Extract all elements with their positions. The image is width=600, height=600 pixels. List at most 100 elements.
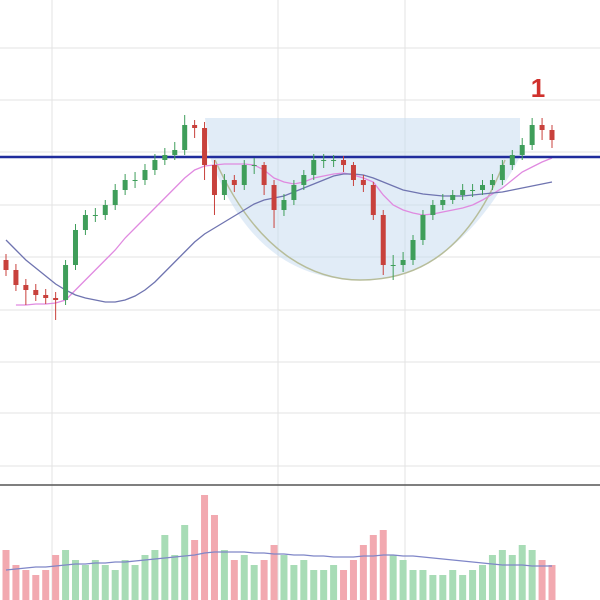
volume-bar	[518, 545, 526, 600]
volume-bar	[201, 495, 209, 600]
volume-bar	[71, 560, 79, 600]
candle-body	[450, 195, 456, 200]
volume-bar	[220, 550, 228, 600]
candle-body	[23, 285, 29, 290]
candle-body	[43, 295, 49, 298]
candle-body	[460, 190, 466, 195]
candle-body	[152, 160, 158, 170]
candle-body	[489, 180, 495, 185]
candle-body	[142, 170, 148, 180]
candle-body	[360, 180, 366, 185]
moving-average	[5, 173, 553, 303]
annotation: 1	[531, 73, 545, 103]
candle-body	[519, 145, 525, 155]
volume-bar	[369, 535, 377, 600]
volume-bar	[379, 530, 387, 600]
candle-body	[390, 265, 396, 266]
volume-bar	[439, 575, 447, 600]
candle-body	[221, 180, 227, 195]
candle-body	[341, 160, 347, 165]
candle-body	[321, 160, 327, 161]
volume-bar	[310, 570, 318, 600]
volume-bar	[250, 565, 258, 600]
candle-body	[112, 190, 118, 205]
candle-body	[400, 260, 406, 265]
candle-body	[311, 160, 317, 175]
candle-body	[251, 165, 257, 166]
volume-bar	[508, 555, 516, 600]
candle-body	[92, 215, 98, 216]
volume-panel	[2, 495, 556, 600]
candle-body	[380, 215, 386, 265]
volume-bar	[488, 555, 496, 600]
volume-bar	[270, 545, 278, 600]
volume-bar	[22, 570, 30, 600]
candle-body	[291, 185, 297, 200]
volume-bar	[349, 560, 357, 600]
candle-body	[261, 165, 267, 185]
volume-bar	[330, 565, 338, 600]
volume-bar	[52, 555, 60, 600]
candle-body	[202, 128, 208, 165]
candle-body	[539, 125, 545, 130]
candle-body	[410, 240, 416, 260]
candle-body	[301, 175, 307, 185]
volume-bar	[240, 555, 248, 600]
candle-body	[241, 165, 247, 185]
candle-body	[271, 185, 277, 210]
candle-body	[162, 155, 168, 160]
volume-bar	[399, 560, 407, 600]
candle-body	[549, 130, 555, 140]
volume-bar	[62, 550, 70, 600]
volume-bar	[300, 560, 308, 600]
candle-body	[63, 265, 69, 300]
volume-bar	[181, 525, 189, 600]
candle-body	[3, 260, 9, 270]
candle-body	[172, 150, 178, 155]
cup-curve	[214, 159, 506, 281]
candle-body	[82, 215, 88, 230]
candle-body	[102, 205, 108, 215]
volume-bar	[81, 565, 89, 600]
volume-bar	[528, 550, 536, 600]
volume-average	[5, 551, 552, 571]
moving-average	[15, 157, 553, 306]
volume-bar	[449, 570, 457, 600]
candle-body	[370, 185, 376, 215]
candle-body	[132, 180, 138, 181]
volume-bar	[210, 515, 218, 600]
cup-shading	[205, 118, 520, 280]
volume-bar	[479, 565, 487, 600]
volume-bar	[459, 575, 467, 600]
candle-body	[499, 165, 505, 180]
candle-body	[331, 160, 337, 161]
volume-bar	[12, 565, 20, 600]
volume-bar	[359, 545, 367, 600]
volume-bar	[498, 550, 506, 600]
volume-bar	[320, 570, 328, 600]
volume-bar	[131, 565, 139, 600]
candle-body	[192, 125, 198, 128]
candle-body	[480, 185, 486, 190]
volume-bar	[191, 540, 199, 600]
candle-body	[509, 155, 515, 165]
volume-bar	[141, 555, 149, 600]
candle-body	[182, 125, 188, 150]
candle-body	[470, 190, 476, 191]
candle-body	[53, 298, 59, 300]
volume-bar	[101, 565, 109, 600]
volume-bar	[2, 550, 10, 600]
candle-body	[211, 165, 217, 195]
candle-body	[13, 270, 19, 285]
candle-body	[122, 180, 128, 190]
volume-bar	[260, 560, 268, 600]
volume-bar	[538, 560, 546, 600]
volume-bar	[429, 575, 437, 600]
volume-bar	[290, 565, 298, 600]
candle-body	[420, 215, 426, 240]
volume-bar	[469, 570, 477, 600]
candle-body	[33, 290, 39, 295]
price-panel	[0, 115, 600, 320]
